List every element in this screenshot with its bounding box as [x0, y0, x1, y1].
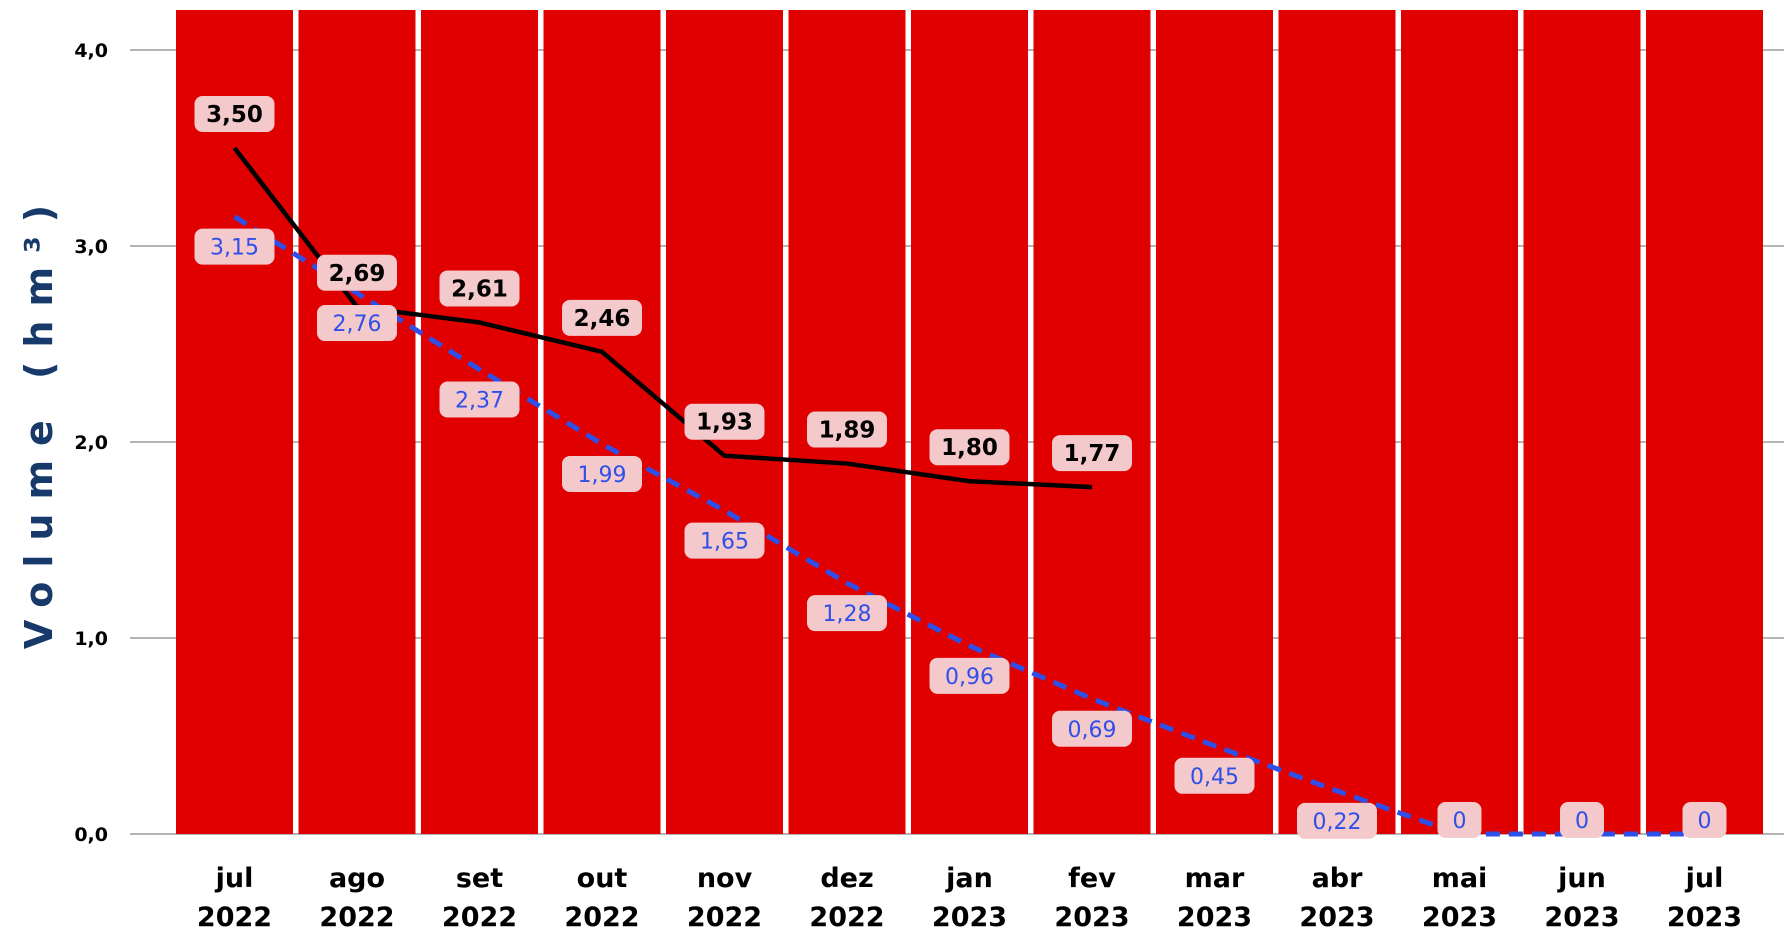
svg-text:2,37: 2,37 — [455, 388, 504, 413]
x-tick-year: 2022 — [442, 902, 517, 933]
bar — [298, 10, 416, 834]
x-tick-month: out — [577, 863, 628, 894]
x-tick-year: 2022 — [809, 902, 884, 933]
x-tick-year: 2023 — [1299, 902, 1374, 933]
svg-text:2,61: 2,61 — [451, 276, 508, 302]
data-label-projected: 0,96 — [929, 657, 1010, 694]
data-label-projected: 1,65 — [684, 522, 765, 559]
x-tick-year: 2023 — [1054, 902, 1129, 933]
x-tick-month: abr — [1312, 863, 1364, 894]
x-tick-month: dez — [820, 863, 873, 894]
y-tick-label: 4,0 — [74, 40, 108, 62]
y-tick-label: 2,0 — [74, 432, 108, 454]
x-tick-month: nov — [697, 863, 753, 894]
y-tick-label: 1,0 — [74, 628, 108, 650]
data-label-projected: 0 — [1560, 802, 1604, 838]
bars — [176, 10, 1763, 834]
x-tick-month: ago — [329, 863, 385, 894]
data-label-actual: 2,61 — [439, 270, 520, 307]
svg-text:0: 0 — [1453, 809, 1467, 834]
data-label-projected: 2,37 — [439, 381, 520, 418]
bar — [911, 10, 1028, 834]
svg-text:0,96: 0,96 — [945, 665, 994, 690]
y-tick-label: 3,0 — [74, 236, 108, 258]
data-label-projected: 0 — [1682, 802, 1727, 838]
x-tick-month: jun — [1557, 863, 1606, 894]
bar — [1033, 10, 1151, 834]
svg-text:2,76: 2,76 — [333, 312, 382, 337]
svg-text:1,65: 1,65 — [700, 530, 749, 555]
bar — [1646, 10, 1763, 834]
data-label-projected: 0 — [1437, 802, 1482, 838]
data-label-actual: 1,89 — [807, 411, 887, 448]
svg-text:1,77: 1,77 — [1064, 441, 1121, 467]
bar — [176, 10, 293, 834]
svg-text:1,28: 1,28 — [823, 602, 872, 627]
svg-text:2,46: 2,46 — [574, 306, 631, 332]
x-tick-year: 2023 — [932, 902, 1007, 933]
bar — [1156, 10, 1273, 834]
bar — [421, 10, 538, 834]
svg-text:0: 0 — [1575, 809, 1589, 834]
x-tick-month: mar — [1185, 863, 1245, 894]
series-line-projected — [233, 214, 1705, 837]
svg-text:3,15: 3,15 — [210, 236, 259, 261]
data-label-projected: 1,99 — [562, 455, 642, 492]
data-label-actual: 2,69 — [317, 254, 397, 291]
svg-text:0: 0 — [1698, 809, 1712, 834]
x-tick-year: 2022 — [564, 902, 639, 933]
data-label-actual: 3,50 — [194, 96, 275, 132]
x-tick-month: jul — [1685, 863, 1724, 894]
x-tick-month: jul — [215, 863, 254, 894]
svg-text:1,80: 1,80 — [941, 435, 998, 461]
y-axis-label: Volume (hm³) — [17, 191, 61, 649]
x-tick-year: 2023 — [1177, 902, 1252, 933]
data-label-actual: 2,46 — [562, 299, 642, 336]
svg-text:0,45: 0,45 — [1190, 765, 1239, 790]
x-tick-year: 2022 — [319, 902, 394, 933]
data-label-projected: 3,15 — [194, 228, 275, 265]
x-tick-month: jan — [945, 863, 993, 894]
svg-text:3,50: 3,50 — [206, 102, 263, 128]
svg-text:1,89: 1,89 — [819, 418, 876, 444]
data-label-projected: 0,45 — [1174, 757, 1255, 794]
x-tick-month: mai — [1432, 863, 1488, 894]
x-tick-month: fev — [1068, 863, 1116, 894]
x-tick-year: 2023 — [1667, 902, 1742, 933]
data-label-projected: 0,69 — [1052, 710, 1132, 747]
x-tick-year: 2022 — [197, 902, 272, 933]
x-tick-year: 2023 — [1544, 902, 1619, 933]
bar — [1401, 10, 1518, 834]
svg-text:1,93: 1,93 — [696, 410, 753, 436]
x-tick-month: set — [456, 863, 503, 894]
data-label-actual: 1,80 — [929, 429, 1010, 466]
svg-text:2,69: 2,69 — [329, 261, 386, 287]
data-label-projected: 0,22 — [1297, 802, 1377, 839]
data-label-actual: 1,77 — [1052, 435, 1132, 472]
svg-text:0,69: 0,69 — [1068, 718, 1117, 743]
y-axis-ticks: 0,0 1,0 2,0 3,0 4,0 — [74, 40, 108, 846]
data-label-actual: 1,93 — [684, 403, 765, 440]
x-axis-ticks: jul 2022 ago 2022 set 2022 out 2022 nov 2022 dez 20… — [197, 863, 1742, 933]
svg-text:0,22: 0,22 — [1313, 810, 1362, 835]
svg-text:1,99: 1,99 — [578, 463, 627, 488]
x-tick-year: 2023 — [1422, 902, 1497, 933]
bar — [1278, 10, 1396, 834]
data-label-projected: 1,28 — [807, 595, 887, 632]
bar — [1523, 10, 1641, 834]
bar — [543, 10, 661, 834]
x-tick-year: 2022 — [687, 902, 762, 933]
y-tick-label: 0,0 — [74, 824, 108, 846]
data-label-projected: 2,76 — [317, 305, 397, 342]
data-labels: 3,15 2,76 2,37 1,99 1,65 1,28 0,96 0,69 0,45 0,22… — [194, 96, 1727, 839]
